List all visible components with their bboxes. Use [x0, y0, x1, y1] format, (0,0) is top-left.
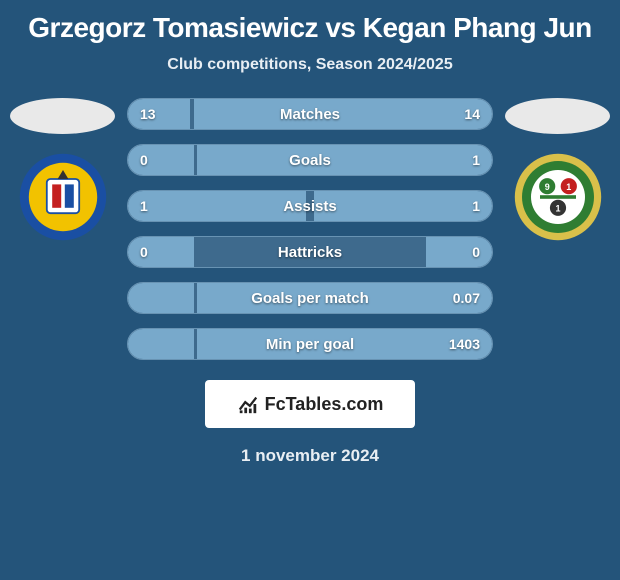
right-club-crest: 9 1 1 — [513, 152, 603, 242]
brand-badge: FcTables.com — [205, 380, 415, 428]
stat-label: Assists — [128, 191, 492, 221]
svg-text:1: 1 — [566, 182, 571, 192]
piast-crest-icon — [18, 152, 108, 242]
stat-row: 11Assists — [127, 190, 493, 222]
stat-row: 0.07Goals per match — [127, 282, 493, 314]
left-player-column — [10, 98, 115, 242]
stats-column: 1314Matches 01Goals 11Assists 00Hattricks 0.… — [127, 98, 493, 360]
svg-text:9: 9 — [544, 182, 549, 192]
stat-row: 1403Min per goal — [127, 328, 493, 360]
page-title: Grzegorz Tomasiewicz vs Kegan Phang Jun — [8, 12, 612, 44]
stat-row: 1314Matches — [127, 98, 493, 130]
brand-text: FcTables.com — [265, 394, 384, 415]
comparison-body: 1314Matches01Goals11Assists00Hattricks0.… — [8, 98, 612, 360]
right-player-photo — [505, 98, 610, 134]
stat-label: Min per goal — [128, 329, 492, 359]
left-club-crest — [18, 152, 108, 242]
stat-label: Matches — [128, 99, 492, 129]
page-subtitle: Club competitions, Season 2024/2025 — [8, 56, 612, 74]
svg-text:1: 1 — [555, 203, 560, 213]
radomiak-crest-icon: 9 1 1 — [513, 149, 603, 245]
right-player-column: 9 1 1 — [505, 98, 610, 242]
stat-label: Goals — [128, 145, 492, 175]
stat-row: 00Hattricks — [127, 236, 493, 268]
stat-label: Hattricks — [128, 237, 492, 267]
chart-icon — [237, 393, 259, 415]
left-player-photo — [10, 98, 115, 134]
stat-row: 01Goals — [127, 144, 493, 176]
stat-label: Goals per match — [128, 283, 492, 313]
date-line: 1 november 2024 — [8, 446, 612, 466]
